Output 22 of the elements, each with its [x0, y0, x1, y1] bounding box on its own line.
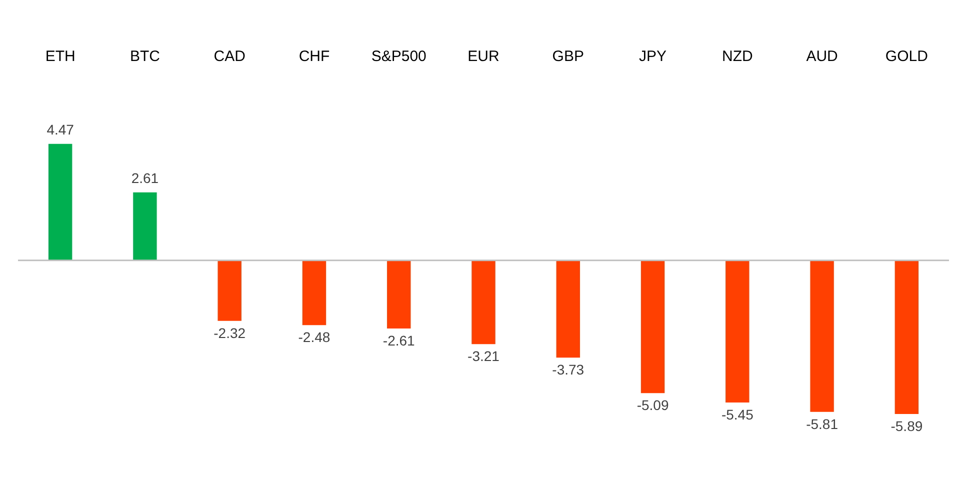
data-label: -3.73	[552, 362, 584, 378]
x-tick-label: JPY	[639, 48, 667, 66]
data-label: -3.21	[468, 348, 500, 364]
data-label: -2.61	[382, 332, 416, 348]
data-label: -2.48	[298, 328, 330, 345]
data-label: -5.89	[890, 418, 923, 434]
data-label: -5.81	[806, 416, 838, 432]
data-label: 4.47	[46, 122, 74, 138]
x-tick-label: CHF	[298, 48, 330, 66]
x-tick-label: BTC	[130, 48, 160, 66]
x-tick-label: ETH	[45, 48, 76, 66]
x-tick-label: AUD	[806, 48, 838, 66]
data-label: -2.32	[214, 324, 246, 341]
x-tick-label: GBP	[552, 48, 584, 66]
x-tick-label: NZD	[722, 48, 753, 66]
data-label: -5.45	[721, 406, 754, 422]
x-tick-label: EUR	[468, 48, 500, 66]
x-tick-label: CAD	[214, 48, 246, 66]
data-label: -5.09	[636, 396, 669, 413]
x-tick-label: GOLD	[885, 48, 928, 66]
data-label: 2.61	[131, 170, 159, 186]
x-tick-label: S&P500	[371, 48, 426, 66]
